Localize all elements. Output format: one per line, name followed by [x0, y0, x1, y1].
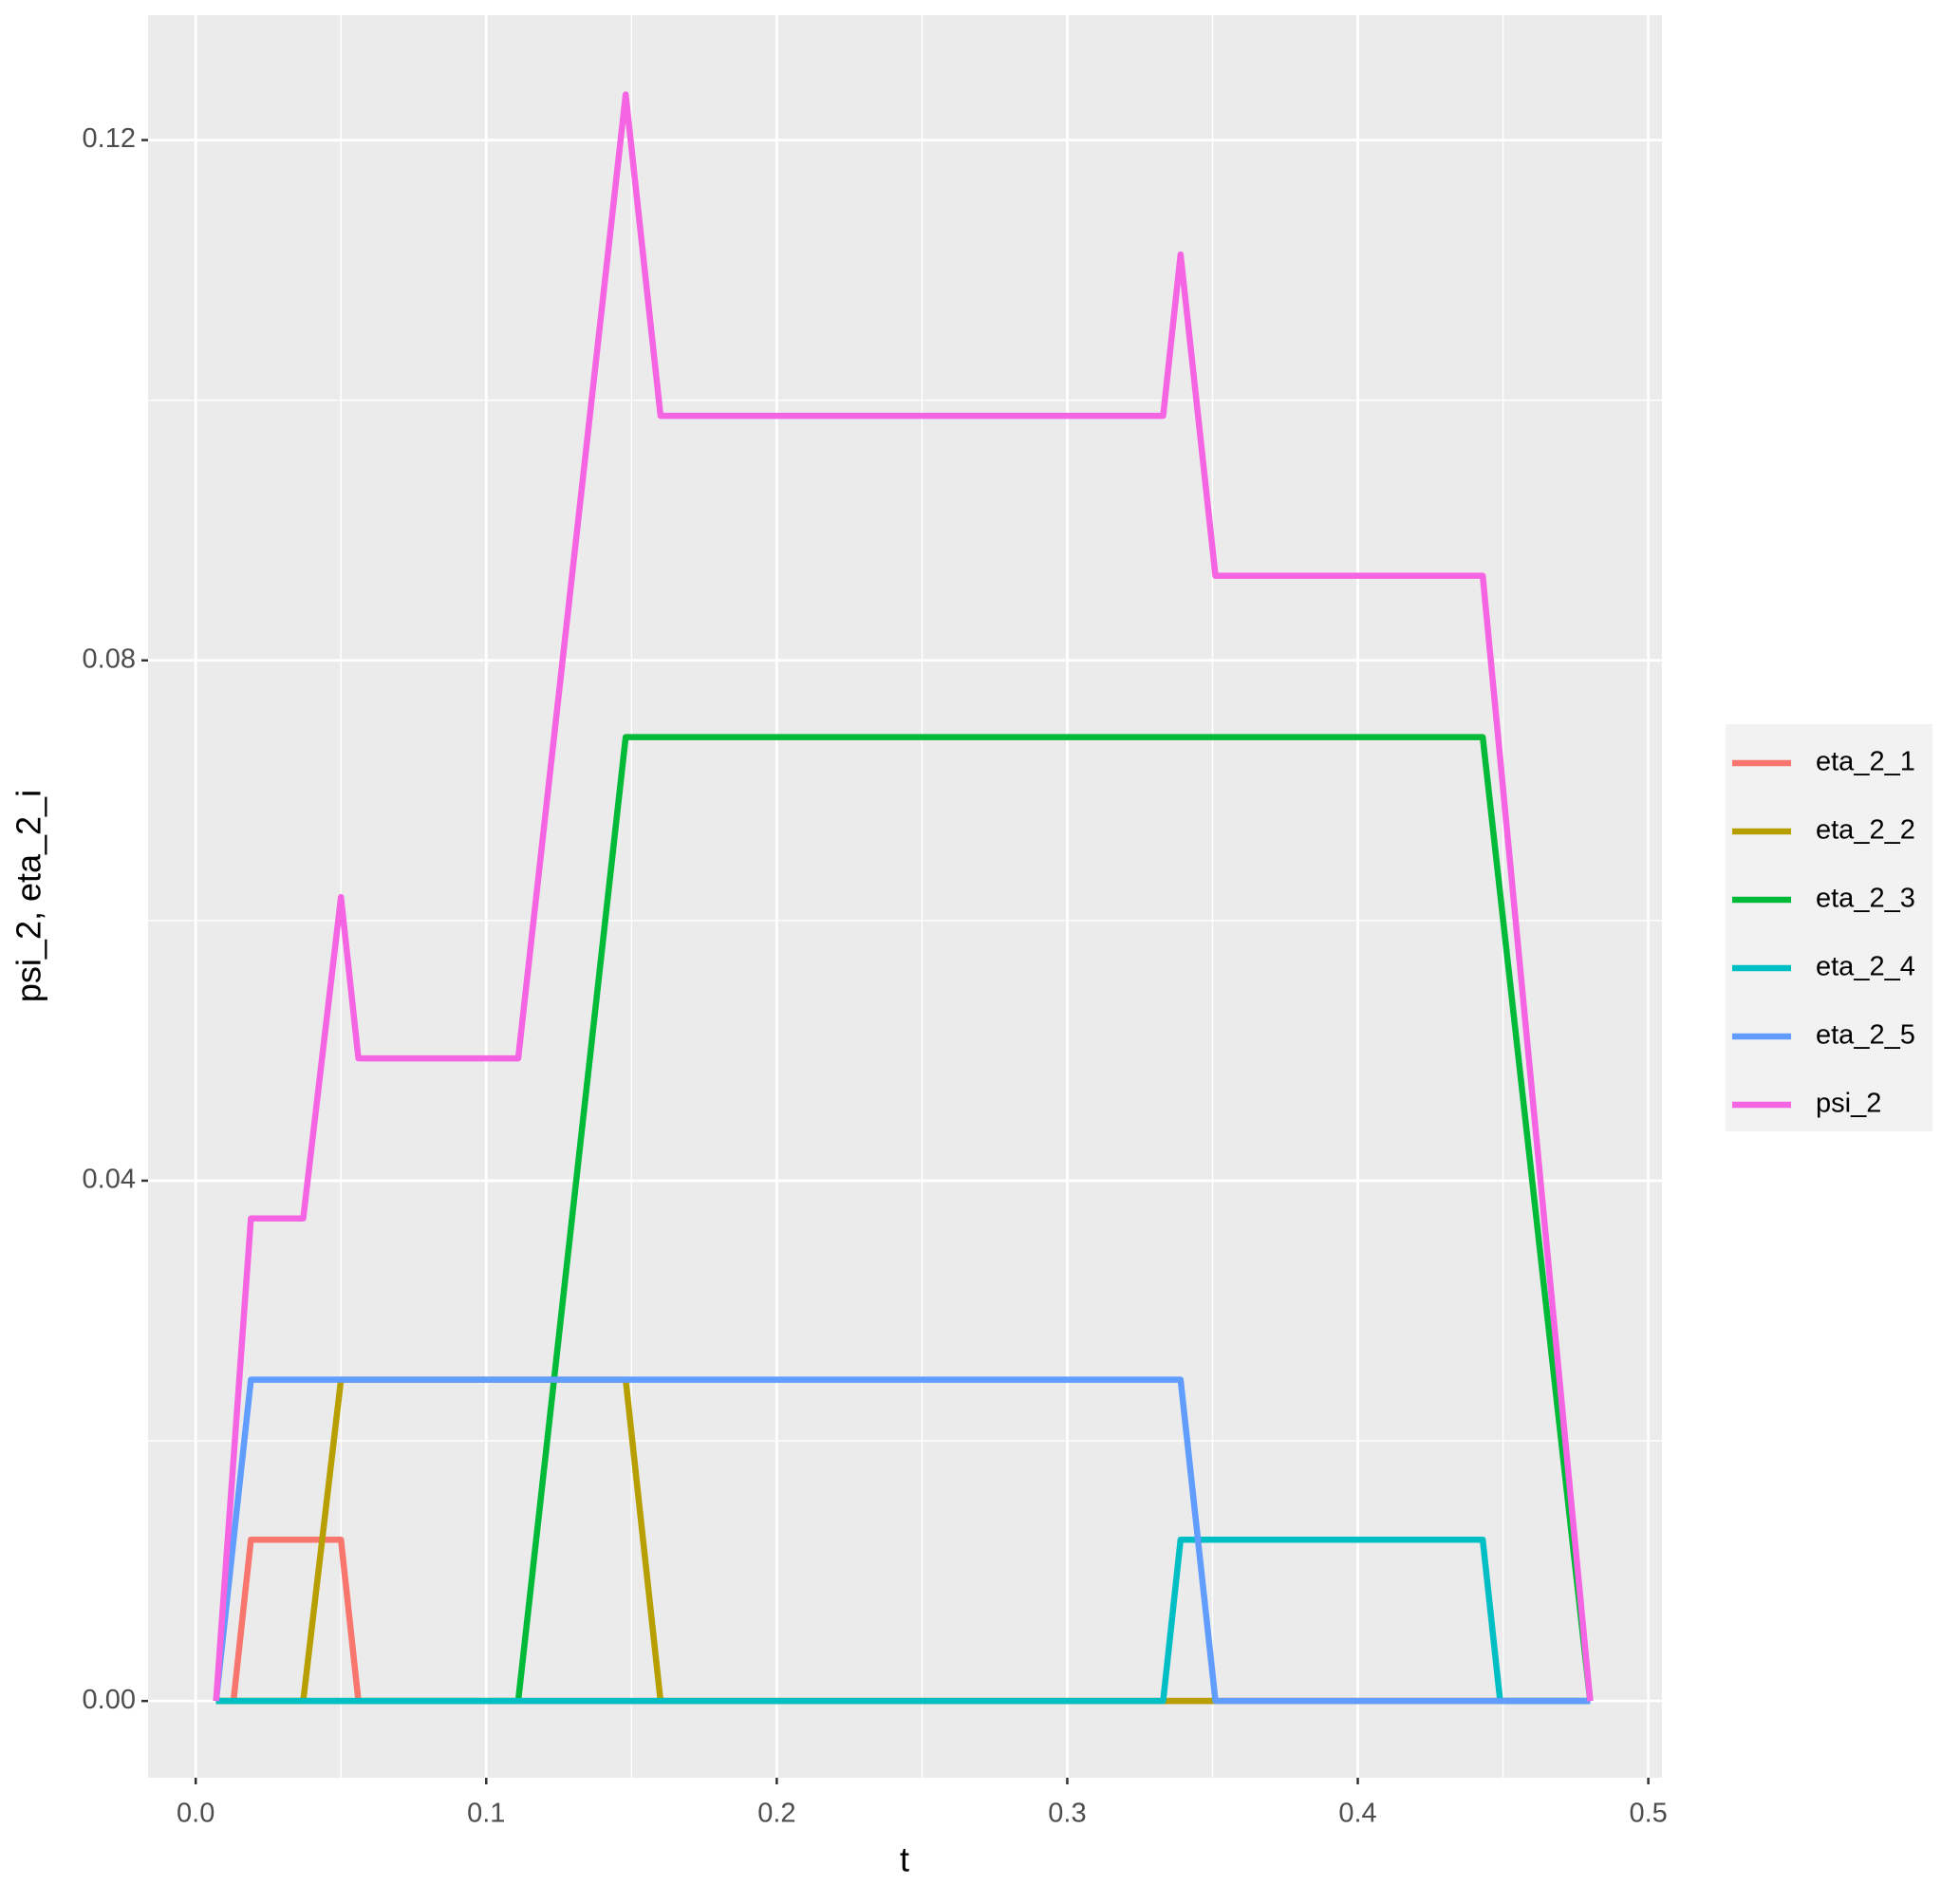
y-axis-title: psi_2, eta_2_i [9, 790, 48, 1002]
legend: eta_2_1 eta_2_2 eta_2_3 eta_2_4 eta_2_5 psi_2 [1732, 747, 1915, 1119]
x-tick-label: 0.1 [467, 1799, 505, 1829]
x-tick-label: 0.2 [757, 1799, 795, 1829]
legend-box [1726, 724, 1932, 1131]
y-tick-label: 0.12 [83, 123, 136, 154]
x-axis-title: t [900, 1840, 909, 1879]
axes: 0.0 0.1 0.2 0.3 0.4 0.5 0.00 0.04 0.08 0.12 [83, 123, 1668, 1828]
x-tick-label: 0.3 [1048, 1799, 1086, 1829]
plot-panel [148, 15, 1662, 1778]
legend-label: eta_2_5 [1816, 1020, 1915, 1051]
legend-label: eta_2_1 [1816, 747, 1915, 777]
y-tick-label: 0.04 [83, 1165, 136, 1195]
legend-label: eta_2_4 [1816, 952, 1915, 982]
x-tick-label: 0.4 [1338, 1799, 1376, 1829]
lines [213, 91, 1594, 1705]
x-tick-label: 0.5 [1629, 1799, 1667, 1829]
series-line [213, 91, 1594, 1702]
series-line [213, 1376, 1591, 1705]
legend-label: eta_2_3 [1816, 884, 1915, 914]
x-tick-label: 0.0 [177, 1799, 215, 1829]
y-tick-label: 0.00 [83, 1685, 136, 1715]
legend-label: psi_2 [1816, 1089, 1881, 1119]
legend-label: eta_2_2 [1816, 815, 1915, 846]
y-tick-label: 0.08 [83, 644, 136, 674]
grid [148, 15, 1662, 1778]
